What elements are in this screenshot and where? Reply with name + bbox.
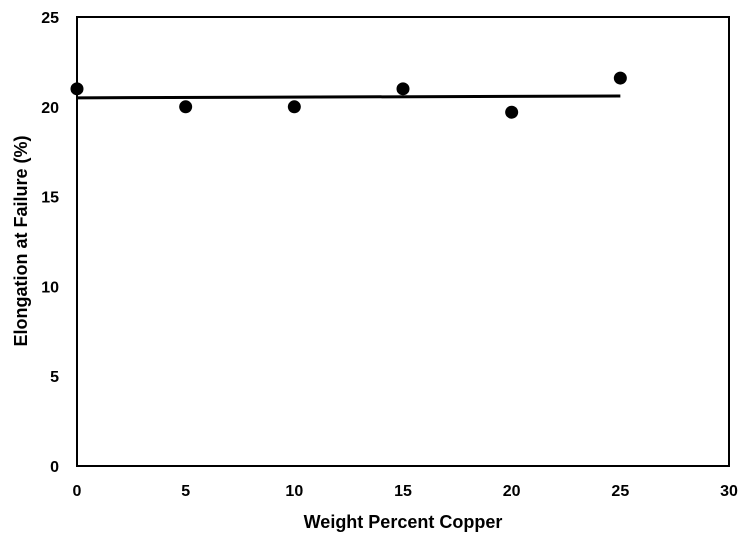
y-tick-label: 20 — [41, 100, 59, 117]
x-tick-label: 10 — [285, 483, 303, 500]
x-axis-ticks: 0 5 10 15 20 25 30 — [73, 483, 738, 500]
y-tick-label: 25 — [41, 10, 59, 27]
x-tick-label: 0 — [73, 483, 82, 500]
data-point — [613, 71, 627, 85]
y-tick-label: 5 — [50, 369, 59, 386]
trendline — [76, 94, 621, 100]
x-tick-label: 20 — [503, 483, 521, 500]
x-tick-label: 5 — [181, 483, 190, 500]
data-point — [505, 105, 519, 119]
x-tick-label: 15 — [394, 483, 412, 500]
x-tick-label: 30 — [720, 483, 738, 500]
y-tick-label: 10 — [41, 279, 59, 296]
y-tick-label: 0 — [50, 459, 59, 476]
data-point — [70, 82, 84, 96]
data-point — [179, 100, 193, 114]
data-points — [70, 71, 627, 119]
x-axis-title: Weight Percent Copper — [304, 512, 503, 532]
trendline-group — [76, 94, 621, 100]
x-tick-label: 25 — [611, 483, 629, 500]
y-axis-ticks: 0 5 10 15 20 25 — [41, 10, 59, 476]
data-point — [287, 100, 301, 114]
y-tick-label: 15 — [41, 190, 59, 207]
data-point — [396, 82, 410, 96]
y-axis-title: Elongation at Failure (%) — [11, 135, 31, 346]
